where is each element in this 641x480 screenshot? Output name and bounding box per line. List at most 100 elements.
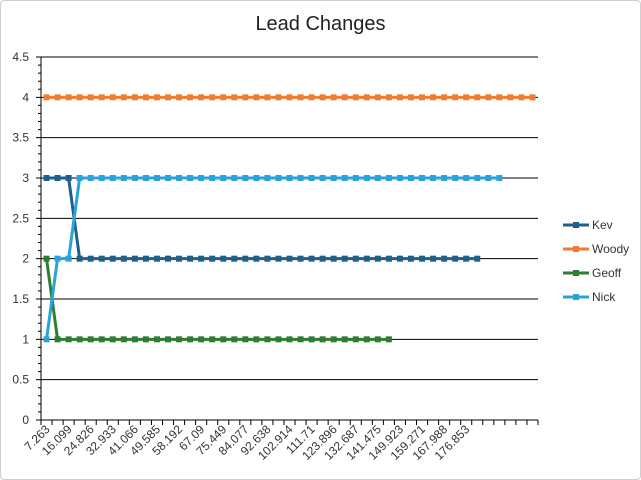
data-point — [374, 94, 381, 101]
legend-marker — [573, 294, 579, 300]
data-point — [165, 94, 172, 101]
data-point — [253, 175, 260, 181]
y-tick-label: 3.5 — [12, 131, 29, 145]
data-point — [330, 94, 337, 101]
data-point — [142, 255, 149, 262]
data-point — [385, 175, 392, 181]
y-tick-label: 0.5 — [12, 373, 29, 387]
legend-entry-nick: Nick — [563, 290, 616, 304]
data-point — [153, 94, 160, 101]
data-point — [319, 336, 326, 343]
data-point — [385, 255, 392, 262]
data-point — [352, 175, 359, 181]
data-point — [374, 336, 381, 343]
y-tick-label: 1.5 — [12, 292, 29, 306]
chart-title: Lead Changes — [255, 13, 386, 35]
data-point — [43, 255, 50, 262]
series-woody — [43, 94, 536, 101]
data-point — [120, 336, 127, 343]
legend-entry-woody: Woody — [563, 242, 629, 256]
data-point — [452, 94, 459, 101]
data-point — [396, 255, 403, 262]
legend-entry-geoff: Geoff — [563, 266, 622, 280]
data-point — [452, 175, 459, 181]
data-point — [253, 94, 260, 101]
data-point — [198, 175, 205, 181]
data-point — [352, 255, 359, 262]
data-point — [496, 175, 503, 181]
data-point — [54, 336, 61, 343]
data-point — [341, 255, 348, 262]
data-point — [319, 255, 326, 262]
data-point — [474, 255, 481, 262]
data-point — [65, 255, 72, 262]
data-point — [341, 94, 348, 101]
y-tick-label: 3 — [22, 171, 29, 185]
data-point — [231, 336, 238, 343]
data-point — [485, 94, 492, 101]
legend-label: Kev — [592, 218, 613, 232]
y-tick-label: 1 — [22, 332, 29, 346]
data-point — [264, 336, 271, 343]
data-point — [441, 255, 448, 262]
data-point — [264, 94, 271, 101]
data-point — [54, 94, 61, 101]
data-point — [463, 175, 470, 181]
data-point — [142, 175, 149, 181]
data-point — [165, 336, 172, 343]
data-point — [441, 94, 448, 101]
data-point — [441, 175, 448, 181]
data-point — [385, 336, 392, 343]
data-point — [529, 94, 536, 101]
data-point — [98, 336, 105, 343]
data-point — [452, 255, 459, 262]
data-point — [76, 336, 83, 343]
data-point — [242, 255, 249, 262]
data-point — [374, 175, 381, 181]
data-point — [54, 175, 61, 181]
data-point — [253, 336, 260, 343]
data-point — [297, 175, 304, 181]
data-point — [87, 255, 94, 262]
data-point — [419, 175, 426, 181]
data-point — [396, 175, 403, 181]
data-point — [153, 255, 160, 262]
data-point — [109, 175, 116, 181]
data-point — [231, 94, 238, 101]
data-point — [407, 175, 414, 181]
data-point — [474, 175, 481, 181]
data-point — [131, 255, 138, 262]
legend-label: Nick — [592, 290, 616, 304]
data-point — [209, 175, 216, 181]
data-point — [120, 94, 127, 101]
legend: Kev Woody Geoff Nick — [563, 218, 629, 304]
data-point — [187, 175, 194, 181]
data-point — [198, 94, 205, 101]
legend-entry-kev: Kev — [563, 218, 613, 232]
data-point — [231, 255, 238, 262]
data-point — [109, 336, 116, 343]
data-point — [485, 175, 492, 181]
series-line — [46, 176, 478, 261]
data-point — [220, 175, 227, 181]
data-point — [87, 94, 94, 101]
data-point — [407, 94, 414, 101]
data-point — [407, 255, 414, 262]
data-point — [308, 255, 315, 262]
data-point — [518, 94, 525, 101]
data-point — [419, 94, 426, 101]
data-point — [220, 336, 227, 343]
data-point — [308, 94, 315, 101]
data-point — [220, 94, 227, 101]
data-point — [131, 94, 138, 101]
data-point — [275, 336, 282, 343]
data-point — [187, 255, 194, 262]
data-point — [297, 94, 304, 101]
data-point — [120, 255, 127, 262]
data-point — [496, 94, 503, 101]
data-point — [176, 255, 183, 262]
data-point — [220, 255, 227, 262]
data-point — [142, 94, 149, 101]
legend-label: Woody — [592, 242, 629, 256]
